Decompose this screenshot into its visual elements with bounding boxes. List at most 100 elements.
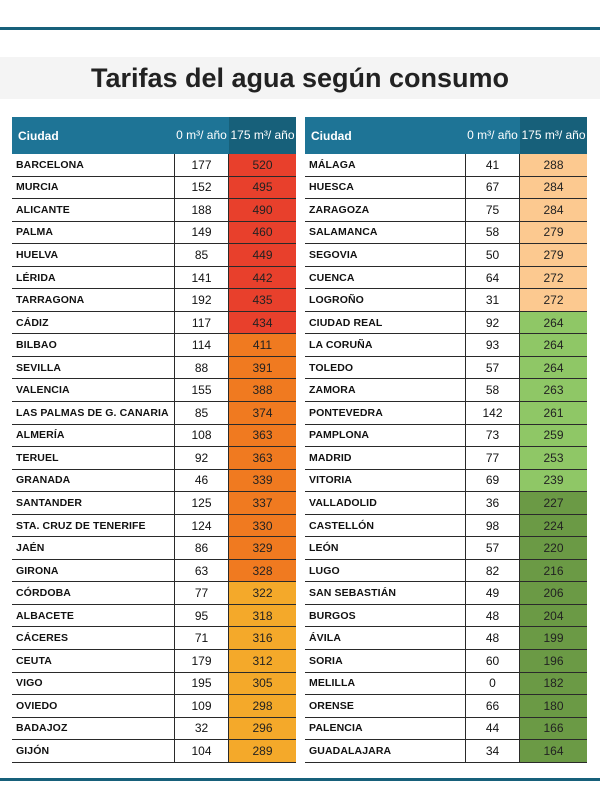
rate-0m3-cell: 57 [465,356,520,379]
table-row: MURCIA 152 495 [12,176,296,200]
city-cell: VALENCIA [16,384,70,397]
city-cell: VALLADOLID [309,496,377,509]
rate-0m3-cell: 77 [174,582,229,604]
rate-0m3-cell: 104 [174,740,229,762]
rate-175m3-cell: 164 [520,740,587,762]
city-cell: CIUDAD REAL [309,316,383,329]
table-row: HUELVA 85 449 [12,244,296,267]
table-row: BADAJOZ 32 296 [12,717,296,741]
header-0m3: 0 m³/ año [467,128,518,142]
header-0m3: 0 m³/ año [176,128,227,142]
city-cell: LA CORUÑA [309,339,373,352]
rate-0m3-cell: 58 [465,379,520,402]
rate-0m3-cell: 46 [174,469,229,492]
rate-175m3-cell: 216 [520,559,587,582]
table-row: SALAMANCA 58 279 [305,221,587,245]
bottom-rule [0,778,600,781]
city-cell: ÁVILA [309,632,341,645]
rate-175m3-cell: 227 [520,492,587,514]
table-row: ALMERÍA 108 363 [12,424,296,448]
table-row: SANTANDER 125 337 [12,492,296,515]
rate-175m3-cell: 182 [520,672,587,695]
city-cell: CÁCERES [16,632,69,645]
table-row: PAMPLONA 73 259 [305,424,587,448]
city-cell: ZARAGOZA [309,203,370,216]
rate-175m3-cell: 199 [520,627,587,650]
city-cell: GRANADA [16,474,71,487]
rate-175m3-cell: 322 [229,582,296,604]
rate-0m3-cell: 114 [174,334,229,356]
rate-0m3-cell: 73 [465,424,520,447]
table-body: MÁLAGA 41 288 HUESCA 67 284 ZARAGOZA 75 284 SALAM… [305,154,587,763]
table-row: VITORIA 69 239 [305,469,587,493]
table-row: TOLEDO 57 264 [305,356,587,380]
rate-175m3-cell: 263 [520,379,587,402]
rate-175m3-cell: 279 [520,221,587,244]
table-row: SORIA 60 196 [305,650,587,673]
rate-0m3-cell: 75 [465,199,520,221]
rate-0m3-cell: 67 [465,176,520,199]
rate-175m3-cell: 388 [229,379,296,402]
left-rates-table: Ciudad 0 m³/ año 175 m³/ año BARCELONA 17… [12,117,296,763]
rate-0m3-cell: 109 [174,695,229,717]
city-cell: SORIA [309,654,343,667]
table-row: GRANADA 46 339 [12,469,296,493]
rate-0m3-cell: 152 [174,176,229,199]
city-cell: SANTANDER [16,496,83,509]
right-rates-table: Ciudad 0 m³/ año 175 m³/ año MÁLAGA 41 288… [305,117,587,763]
city-cell: BADAJOZ [16,722,68,735]
table-row: JAÉN 86 329 [12,537,296,560]
city-cell: OVIEDO [16,699,58,712]
city-cell: SAN SEBASTIÁN [309,587,397,600]
city-cell: HUELVA [16,248,59,261]
rate-175m3-cell: 279 [520,244,587,266]
city-cell: BURGOS [309,609,356,622]
city-cell: LEÓN [309,542,339,555]
rate-175m3-cell: 224 [520,514,587,537]
city-cell: ALICANTE [16,203,70,216]
rate-175m3-cell: 288 [520,154,587,176]
city-cell: VIGO [16,677,43,690]
rate-0m3-cell: 95 [174,604,229,627]
city-cell: LÉRIDA [16,271,56,284]
rate-175m3-cell: 435 [229,289,296,311]
table-row: LÉRIDA 141 442 [12,266,296,290]
city-cell: MÁLAGA [309,158,356,171]
table-row: LAS PALMAS DE G. CANARIA 85 374 [12,402,296,425]
table-row: PALMA 149 460 [12,221,296,245]
city-cell: MURCIA [16,181,59,194]
rate-0m3-cell: 36 [465,492,520,514]
city-cell: PONTEVEDRA [309,406,383,419]
city-cell: GIRONA [16,564,59,577]
table-row: GIJÓN 104 289 [12,740,296,763]
rate-0m3-cell: 117 [174,311,229,334]
city-cell: ORENSE [309,699,354,712]
rate-175m3-cell: 206 [520,582,587,604]
rate-0m3-cell: 108 [174,424,229,447]
city-cell: CÓRDOBA [16,587,71,600]
city-cell: SEGOVIA [309,248,358,261]
rate-175m3-cell: 272 [520,266,587,289]
rate-175m3-cell: 391 [229,356,296,379]
city-cell: TARRAGONA [16,294,85,307]
rate-175m3-cell: 330 [229,514,296,537]
city-cell: TERUEL [16,451,59,464]
table-row: OVIEDO 109 298 [12,695,296,718]
rate-0m3-cell: 66 [465,695,520,717]
rate-175m3-cell: 196 [520,650,587,672]
rate-175m3-cell: 434 [229,311,296,334]
table-row: LA CORUÑA 93 264 [305,334,587,357]
rate-0m3-cell: 195 [174,672,229,695]
rate-0m3-cell: 48 [465,604,520,627]
city-cell: PALENCIA [309,722,363,735]
rate-0m3-cell: 49 [465,582,520,604]
rate-175m3-cell: 220 [520,537,587,559]
rate-175m3-cell: 298 [229,695,296,717]
rate-175m3-cell: 520 [229,154,296,176]
city-cell: MADRID [309,451,352,464]
rate-0m3-cell: 88 [174,356,229,379]
rate-0m3-cell: 177 [174,154,229,176]
rate-175m3-cell: 239 [520,469,587,492]
rate-0m3-cell: 63 [174,559,229,582]
table-row: MELILLA 0 182 [305,672,587,696]
